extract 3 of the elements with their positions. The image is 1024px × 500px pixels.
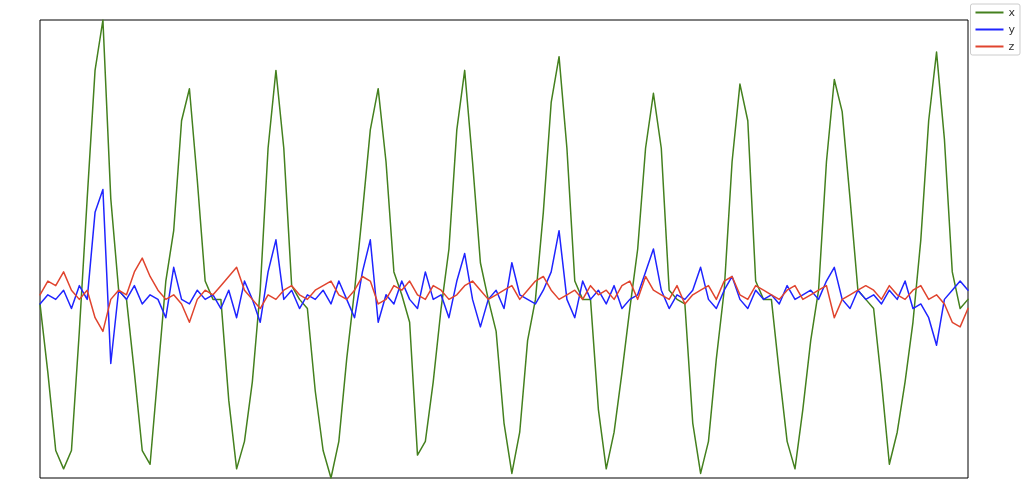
- legend-label: y: [1008, 23, 1016, 36]
- legend-label: x: [1008, 6, 1016, 19]
- legend-label: z: [1008, 40, 1015, 53]
